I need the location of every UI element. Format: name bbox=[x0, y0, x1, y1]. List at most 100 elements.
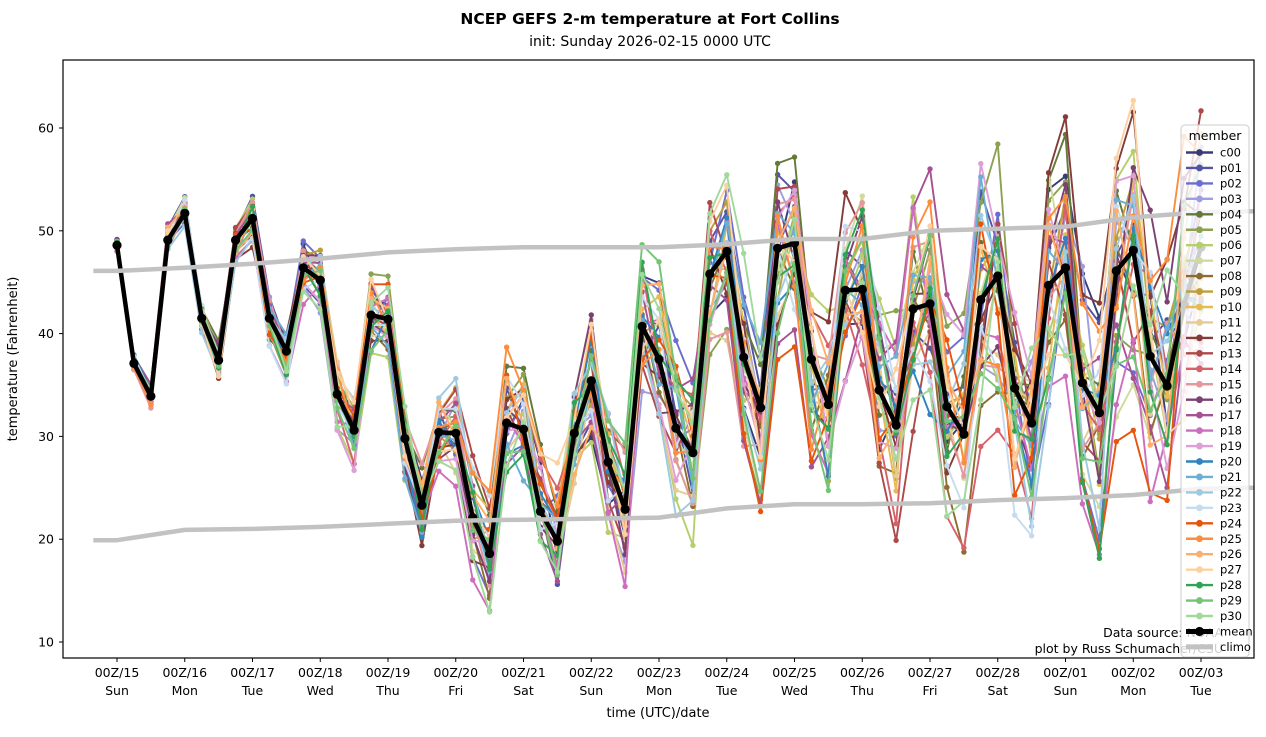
x-tick-label-day: Tue bbox=[715, 683, 738, 698]
x-tick-label-utc: 00Z/16 bbox=[162, 665, 207, 680]
x-tick-label-utc: 00Z/15 bbox=[95, 665, 140, 680]
legend-label-p06: p06 bbox=[1220, 238, 1242, 252]
legend-label-p26: p26 bbox=[1220, 547, 1242, 561]
x-tick-label-utc: 00Z/18 bbox=[298, 665, 343, 680]
legend-label-p07: p07 bbox=[1220, 254, 1242, 268]
y-tick-label: 60 bbox=[38, 121, 54, 136]
legend-marker-dot-p24 bbox=[1196, 519, 1203, 527]
x-tick-label-day: Sat bbox=[988, 683, 1009, 698]
legend-marker-dot-p15 bbox=[1196, 380, 1203, 388]
x-tick-label-utc: 00Z/20 bbox=[433, 665, 478, 680]
legend-label-p16: p16 bbox=[1220, 393, 1242, 407]
legend-marker-dot-p19 bbox=[1196, 442, 1203, 450]
legend-label-climo: climo bbox=[1220, 640, 1251, 654]
legend-marker-dot-p07 bbox=[1196, 257, 1203, 265]
legend-label-p08: p08 bbox=[1220, 269, 1242, 283]
legend-marker-dot-p21 bbox=[1196, 473, 1203, 481]
x-tick-label-utc: 00Z/22 bbox=[569, 665, 614, 680]
x-tick-label-day: Sun bbox=[105, 683, 129, 698]
legend-marker-dot-p14 bbox=[1196, 365, 1203, 373]
legend-label-p21: p21 bbox=[1220, 470, 1242, 484]
x-tick-label-day: Tue bbox=[241, 683, 264, 698]
legend-marker-dot-mean bbox=[1194, 626, 1205, 637]
x-tick-label-utc: 00Z/28 bbox=[975, 665, 1020, 680]
legend-marker-dot-p20 bbox=[1196, 458, 1203, 465]
y-tick-label: 50 bbox=[38, 223, 54, 238]
legend-marker-dot-c00 bbox=[1196, 149, 1203, 156]
x-tick-label-utc: 00Z/03 bbox=[1179, 665, 1224, 680]
y-tick-label: 40 bbox=[38, 326, 54, 341]
y-tick-label: 30 bbox=[38, 429, 54, 444]
legend-label-p13: p13 bbox=[1220, 346, 1242, 360]
x-tick-label-day: Tue bbox=[1189, 683, 1212, 698]
x-tick-label-utc: 00Z/24 bbox=[704, 665, 749, 680]
x-tick-label-day: Wed bbox=[307, 683, 334, 698]
x-tick-label-utc: 00Z/19 bbox=[366, 665, 411, 680]
legend-marker-dot-p23 bbox=[1196, 504, 1203, 512]
y-axis-label: temperature (Fahrenheit) bbox=[6, 277, 21, 442]
legend-label-p10: p10 bbox=[1220, 300, 1242, 314]
legend-label-p24: p24 bbox=[1220, 516, 1242, 530]
x-tick-label-day: Sun bbox=[1054, 683, 1078, 698]
legend-label-p01: p01 bbox=[1220, 161, 1242, 175]
legend-marker-dot-p13 bbox=[1196, 349, 1203, 357]
x-tick-label-day: Sun bbox=[579, 683, 603, 698]
x-tick-label-utc: 00Z/21 bbox=[501, 665, 546, 680]
legend-label-p28: p28 bbox=[1220, 578, 1242, 592]
legend-marker-dot-p11 bbox=[1196, 319, 1203, 326]
legend-title: member bbox=[1189, 128, 1243, 143]
x-tick-label-day: Wed bbox=[781, 683, 808, 698]
legend-label-p18: p18 bbox=[1220, 424, 1242, 438]
chart-title: NCEP GEFS 2-m temperature at Fort Collin… bbox=[460, 10, 839, 28]
x-tick-label-utc: 00Z/02 bbox=[1111, 665, 1156, 680]
legend-label-p29: p29 bbox=[1220, 594, 1242, 608]
legend-marker-dot-p06 bbox=[1196, 241, 1203, 249]
legend-label-p20: p20 bbox=[1220, 455, 1242, 469]
legend-marker-dot-p18 bbox=[1196, 427, 1203, 434]
x-tick-label-utc: 00Z/26 bbox=[840, 665, 885, 680]
legend-marker-dot-p17 bbox=[1196, 411, 1203, 419]
legend-marker-dot-p10 bbox=[1196, 303, 1203, 311]
legend-marker-dot-p08 bbox=[1196, 272, 1203, 280]
x-tick-label-utc: 00Z/25 bbox=[772, 665, 817, 680]
mean-line bbox=[112, 208, 1206, 559]
x-tick-label-day: Fri bbox=[448, 683, 463, 698]
legend-marker-dot-p03 bbox=[1196, 195, 1203, 203]
legend-marker-dot-p29 bbox=[1196, 597, 1203, 604]
y-tick-label: 20 bbox=[38, 532, 54, 547]
legend-label-p22: p22 bbox=[1220, 485, 1242, 499]
legend-marker-dot-p04 bbox=[1196, 210, 1203, 218]
legend-label-p19: p19 bbox=[1220, 439, 1242, 453]
climo-upper-line bbox=[93, 209, 1255, 274]
x-tick-label-day: Fri bbox=[923, 683, 938, 698]
legend-marker-dot-p27 bbox=[1196, 566, 1203, 574]
legend-label-p17: p17 bbox=[1220, 408, 1242, 422]
x-tick-label-day: Thu bbox=[375, 683, 399, 698]
legend-marker-dot-p28 bbox=[1196, 581, 1203, 589]
legend-label-p04: p04 bbox=[1220, 207, 1242, 221]
legend-label-p09: p09 bbox=[1220, 285, 1242, 299]
legend-marker-dot-p22 bbox=[1196, 489, 1203, 496]
legend-label-p30: p30 bbox=[1220, 609, 1242, 623]
legend-label-p05: p05 bbox=[1220, 223, 1242, 237]
x-tick-label-day: Thu bbox=[850, 683, 874, 698]
legend-label-p23: p23 bbox=[1220, 501, 1242, 515]
legend-label-mean: mean bbox=[1220, 624, 1253, 638]
x-tick-label-day: Mon bbox=[1120, 683, 1146, 698]
legend: memberc00p01p02p03p04p05p06p07p08p09p10p… bbox=[1180, 124, 1253, 658]
legend-marker-dot-p16 bbox=[1196, 396, 1203, 404]
x-tick-label-utc: 00Z/17 bbox=[230, 665, 275, 680]
legend-marker-dot-p12 bbox=[1196, 334, 1203, 342]
x-tick-label-day: Mon bbox=[172, 683, 198, 698]
legend-marker-dot-p25 bbox=[1196, 535, 1203, 543]
legend-marker-dot-p02 bbox=[1196, 180, 1203, 187]
legend-label-c00: c00 bbox=[1220, 146, 1241, 160]
chart-subtitle: init: Sunday 2026-02-15 0000 UTC bbox=[529, 34, 771, 50]
legend-label-p12: p12 bbox=[1220, 331, 1242, 345]
credit-author: plot by Russ Schumacher/CSU bbox=[1035, 641, 1223, 656]
legend-marker-dot-p26 bbox=[1196, 550, 1203, 558]
legend-label-p27: p27 bbox=[1220, 563, 1242, 577]
legend-label-p11: p11 bbox=[1220, 315, 1242, 329]
